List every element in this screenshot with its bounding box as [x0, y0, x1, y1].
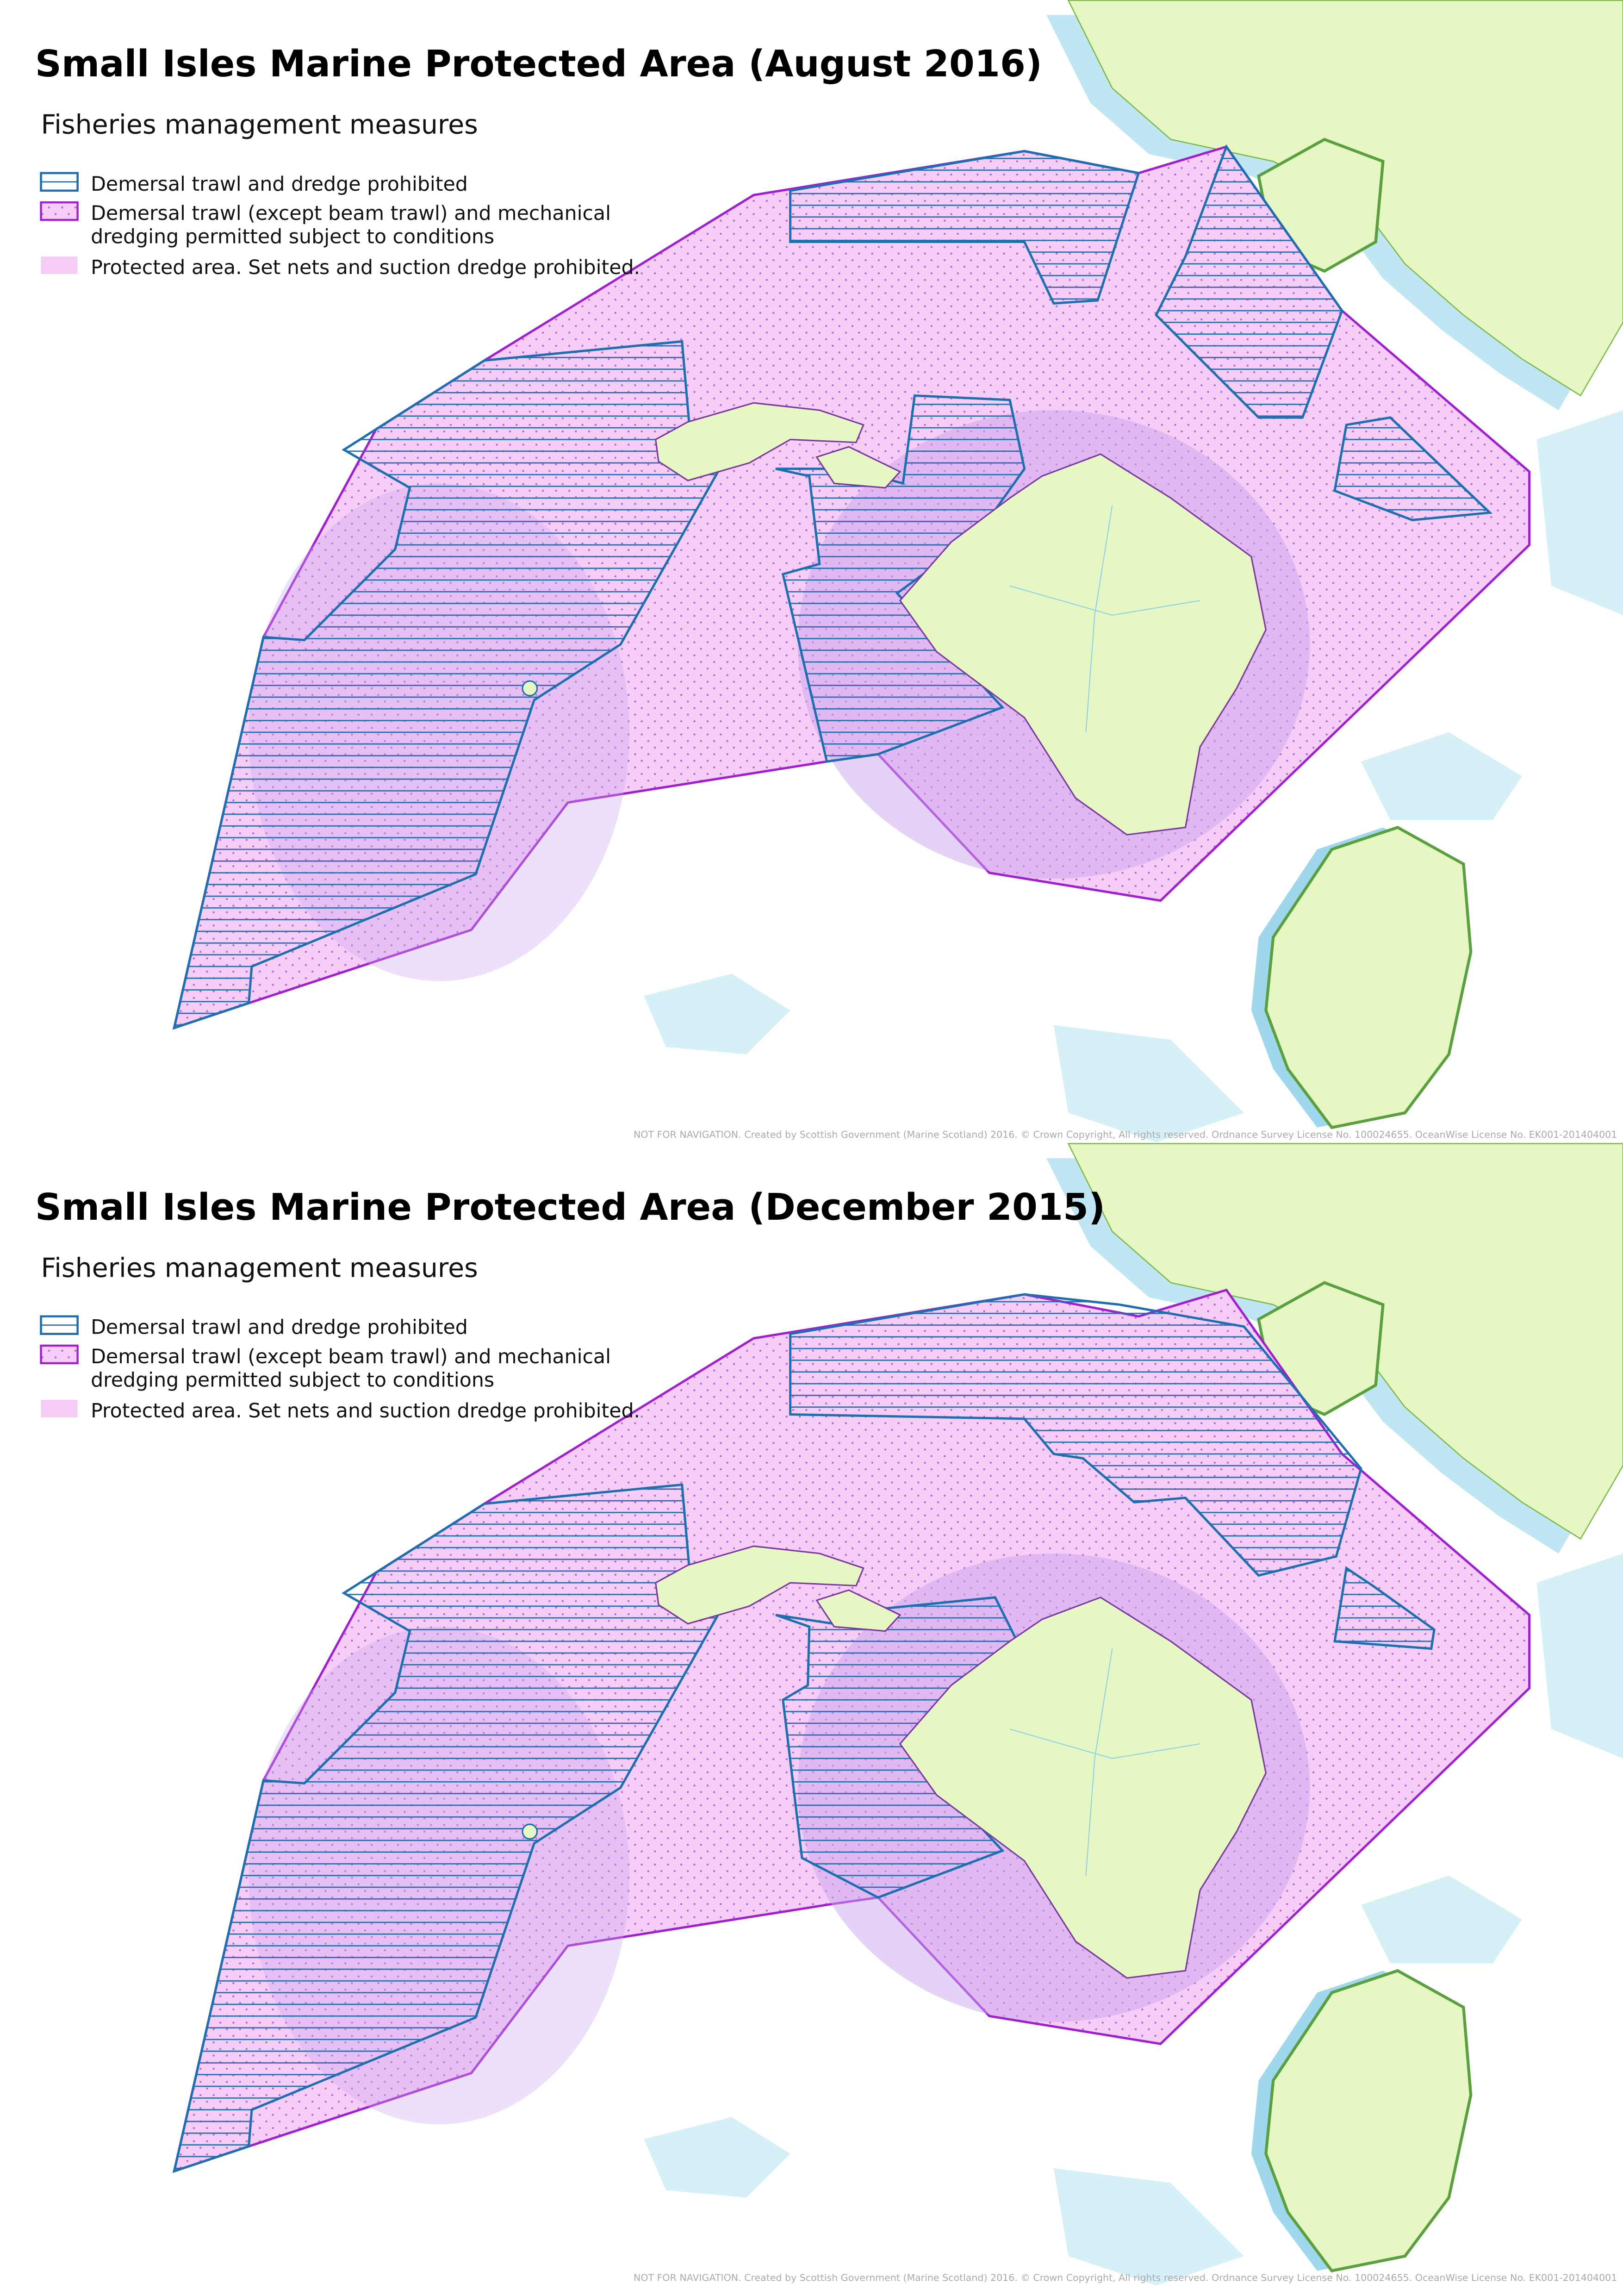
shallow-water [1361, 1875, 1522, 1964]
land [1067, 1143, 1623, 1540]
no-trawl-zone [1333, 416, 1492, 521]
map-panel: Small Isles Marine Protected Area (Augus… [35, 0, 1623, 1142]
map-subtitle: Fisheries management measures [41, 110, 478, 140]
legend-swatch [40, 172, 79, 192]
land [1067, 0, 1623, 397]
no-trawl-zone [1333, 1566, 1436, 1650]
legend-label: Demersal trawl and dredge prohibited [91, 1316, 468, 1339]
no-trawl-zone [1155, 144, 1343, 419]
shallow-water [1536, 410, 1623, 615]
legend-label: Demersal trawl and dredge prohibited [91, 173, 468, 196]
island [655, 402, 864, 481]
land [1264, 1969, 1473, 2272]
legend-swatch [41, 256, 78, 275]
legend-label: Protected area. Set nets and suction dre… [91, 1399, 640, 1423]
no-trawl-zone [789, 1293, 1362, 1577]
legend-swatch [40, 1315, 79, 1335]
river [1009, 505, 1200, 732]
map-title: Small Isles Marine Protected Area (Decem… [35, 1186, 1105, 1229]
island [655, 1545, 864, 1625]
map-title: Small Isles Marine Protected Area (Augus… [35, 43, 1042, 85]
no-trawl-zone [172, 340, 738, 1030]
island [522, 1823, 538, 1840]
legend-swatch [40, 201, 79, 221]
shallow-water [644, 2117, 790, 2198]
no-trawl-zone [172, 1483, 738, 2173]
map-panel: Small Isles Marine Protected Area (Decem… [0, 1143, 1623, 2291]
island [899, 1597, 1267, 1979]
credit: NOT FOR NAVIGATION. Created by Scottish … [634, 2272, 1617, 2284]
island [899, 453, 1267, 836]
shallow-water [1053, 1025, 1244, 1142]
no-trawl-zone [789, 150, 1140, 305]
island [522, 680, 538, 697]
legend-label: dredging permitted subject to conditions [91, 225, 494, 249]
river [1009, 1648, 1200, 1876]
island [815, 1589, 902, 1632]
legend-label: Demersal trawl (except beam trawl) and m… [91, 202, 611, 225]
legend-swatch [41, 1399, 78, 1417]
shallow-water [1536, 1553, 1623, 1759]
legend-swatch [40, 1344, 79, 1365]
legend-label: Protected area. Set nets and suction dre… [91, 256, 640, 279]
legend-label: dredging permitted subject to conditions [91, 1368, 494, 1391]
shallow-water [644, 973, 790, 1054]
legend-label: Demersal trawl (except beam trawl) and m… [91, 1345, 611, 1368]
shallow-water [1053, 2168, 1244, 2286]
land [1264, 826, 1473, 1129]
island [815, 446, 902, 489]
shallow-water [1361, 732, 1522, 820]
credit: NOT FOR NAVIGATION. Created by Scottish … [634, 1129, 1617, 1140]
map-subtitle: Fisheries management measures [41, 1253, 478, 1283]
